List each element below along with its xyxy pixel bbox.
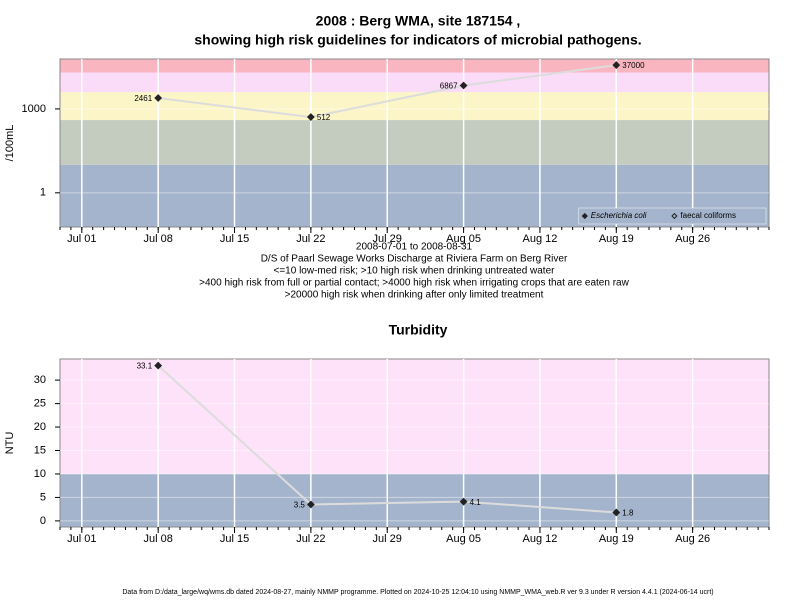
note: <=10 low-med risk; >10 high risk when dr…: [274, 266, 556, 277]
chart-title: 2008 : Berg WMA, site 187154 ,: [316, 13, 521, 29]
x-tick-label: Aug 05: [446, 233, 481, 245]
y-tick-label: 1000: [22, 103, 46, 115]
data-line: [158, 64, 617, 119]
plot-frame: [59, 58, 770, 228]
risk-band: [60, 72, 769, 93]
x-tick-label: Jul 08: [143, 533, 172, 545]
x-tick-label: Aug 12: [523, 533, 558, 545]
x-tick-label: Jul 29: [373, 533, 402, 545]
data-point: [459, 81, 468, 90]
legend-label: faecal coliforms: [680, 211, 736, 220]
x-tick-label: Aug 19: [599, 533, 634, 545]
risk-band: [60, 59, 769, 73]
note: >20000 high risk when drinking after onl…: [285, 290, 544, 301]
risk-band: [60, 92, 769, 121]
note: 2008-07-01 to 2008-08-31: [356, 242, 473, 253]
x-tick-label: Aug 26: [675, 533, 710, 545]
legend-label: Escherichia coli: [591, 211, 647, 220]
data-line: [157, 364, 617, 514]
x-tick-label: Jul 08: [143, 233, 172, 245]
data-label: 6867: [440, 82, 458, 91]
y-tick-label: 0: [40, 515, 46, 527]
x-tick-label: Jul 15: [220, 233, 249, 245]
y-axis-label: NTU: [4, 432, 16, 455]
y-tick-label: 1: [40, 187, 46, 199]
x-tick-label: Jul 15: [220, 533, 249, 545]
chart-title: showing high risk guidelines for indicat…: [194, 32, 641, 48]
x-tick-label: Jul 29: [373, 233, 402, 245]
y-tick-label: 5: [40, 491, 46, 503]
legend-marker: [671, 212, 678, 220]
x-tick-label: Aug 05: [446, 533, 481, 545]
data-point: [459, 497, 468, 506]
y-tick-label: 20: [34, 421, 46, 433]
risk-band: [60, 359, 769, 474]
y-tick-label: 25: [34, 397, 46, 409]
y-tick-label: 30: [34, 374, 46, 386]
note: >400 high risk from full or partial cont…: [199, 278, 629, 289]
data-label: 2461: [134, 94, 152, 103]
legend-marker: [581, 212, 588, 220]
risk-band: [60, 473, 769, 527]
x-tick-label: Jul 01: [67, 233, 96, 245]
x-tick-label: Jul 22: [296, 533, 325, 545]
data-label: 33.1: [137, 362, 153, 371]
x-tick-label: Jul 22: [296, 233, 325, 245]
data-point: [612, 61, 621, 69]
chart-title: Turbidity: [389, 322, 448, 338]
y-tick-label: 10: [34, 468, 46, 480]
x-tick-label: Jul 01: [67, 533, 96, 545]
data-label: 1.8: [622, 509, 634, 518]
data-label: 512: [317, 113, 331, 122]
legend: Escherichia coli faecal coliforms: [578, 207, 767, 225]
note: D/S of Paarl Sewage Works Discharge at R…: [261, 254, 568, 265]
data-point: [306, 500, 315, 509]
x-tick-label: Aug 26: [675, 233, 710, 245]
data-label: 37000: [622, 61, 645, 70]
plot-frame: [59, 358, 770, 528]
x-tick-label: Aug 19: [599, 233, 634, 245]
data-point: [154, 94, 163, 102]
footer: Data from D:/data_large/wq/wms.db dated …: [122, 589, 713, 596]
y-tick-label: 15: [34, 444, 46, 456]
risk-band: [60, 120, 769, 165]
data-point: [306, 113, 315, 121]
data-point: [154, 361, 163, 370]
x-tick-label: Aug 12: [523, 233, 558, 245]
data-label: 4.1: [470, 498, 482, 507]
y-axis-label: /100mL: [4, 125, 16, 162]
data-label: 3.5: [294, 501, 306, 510]
data-point: [612, 508, 621, 517]
